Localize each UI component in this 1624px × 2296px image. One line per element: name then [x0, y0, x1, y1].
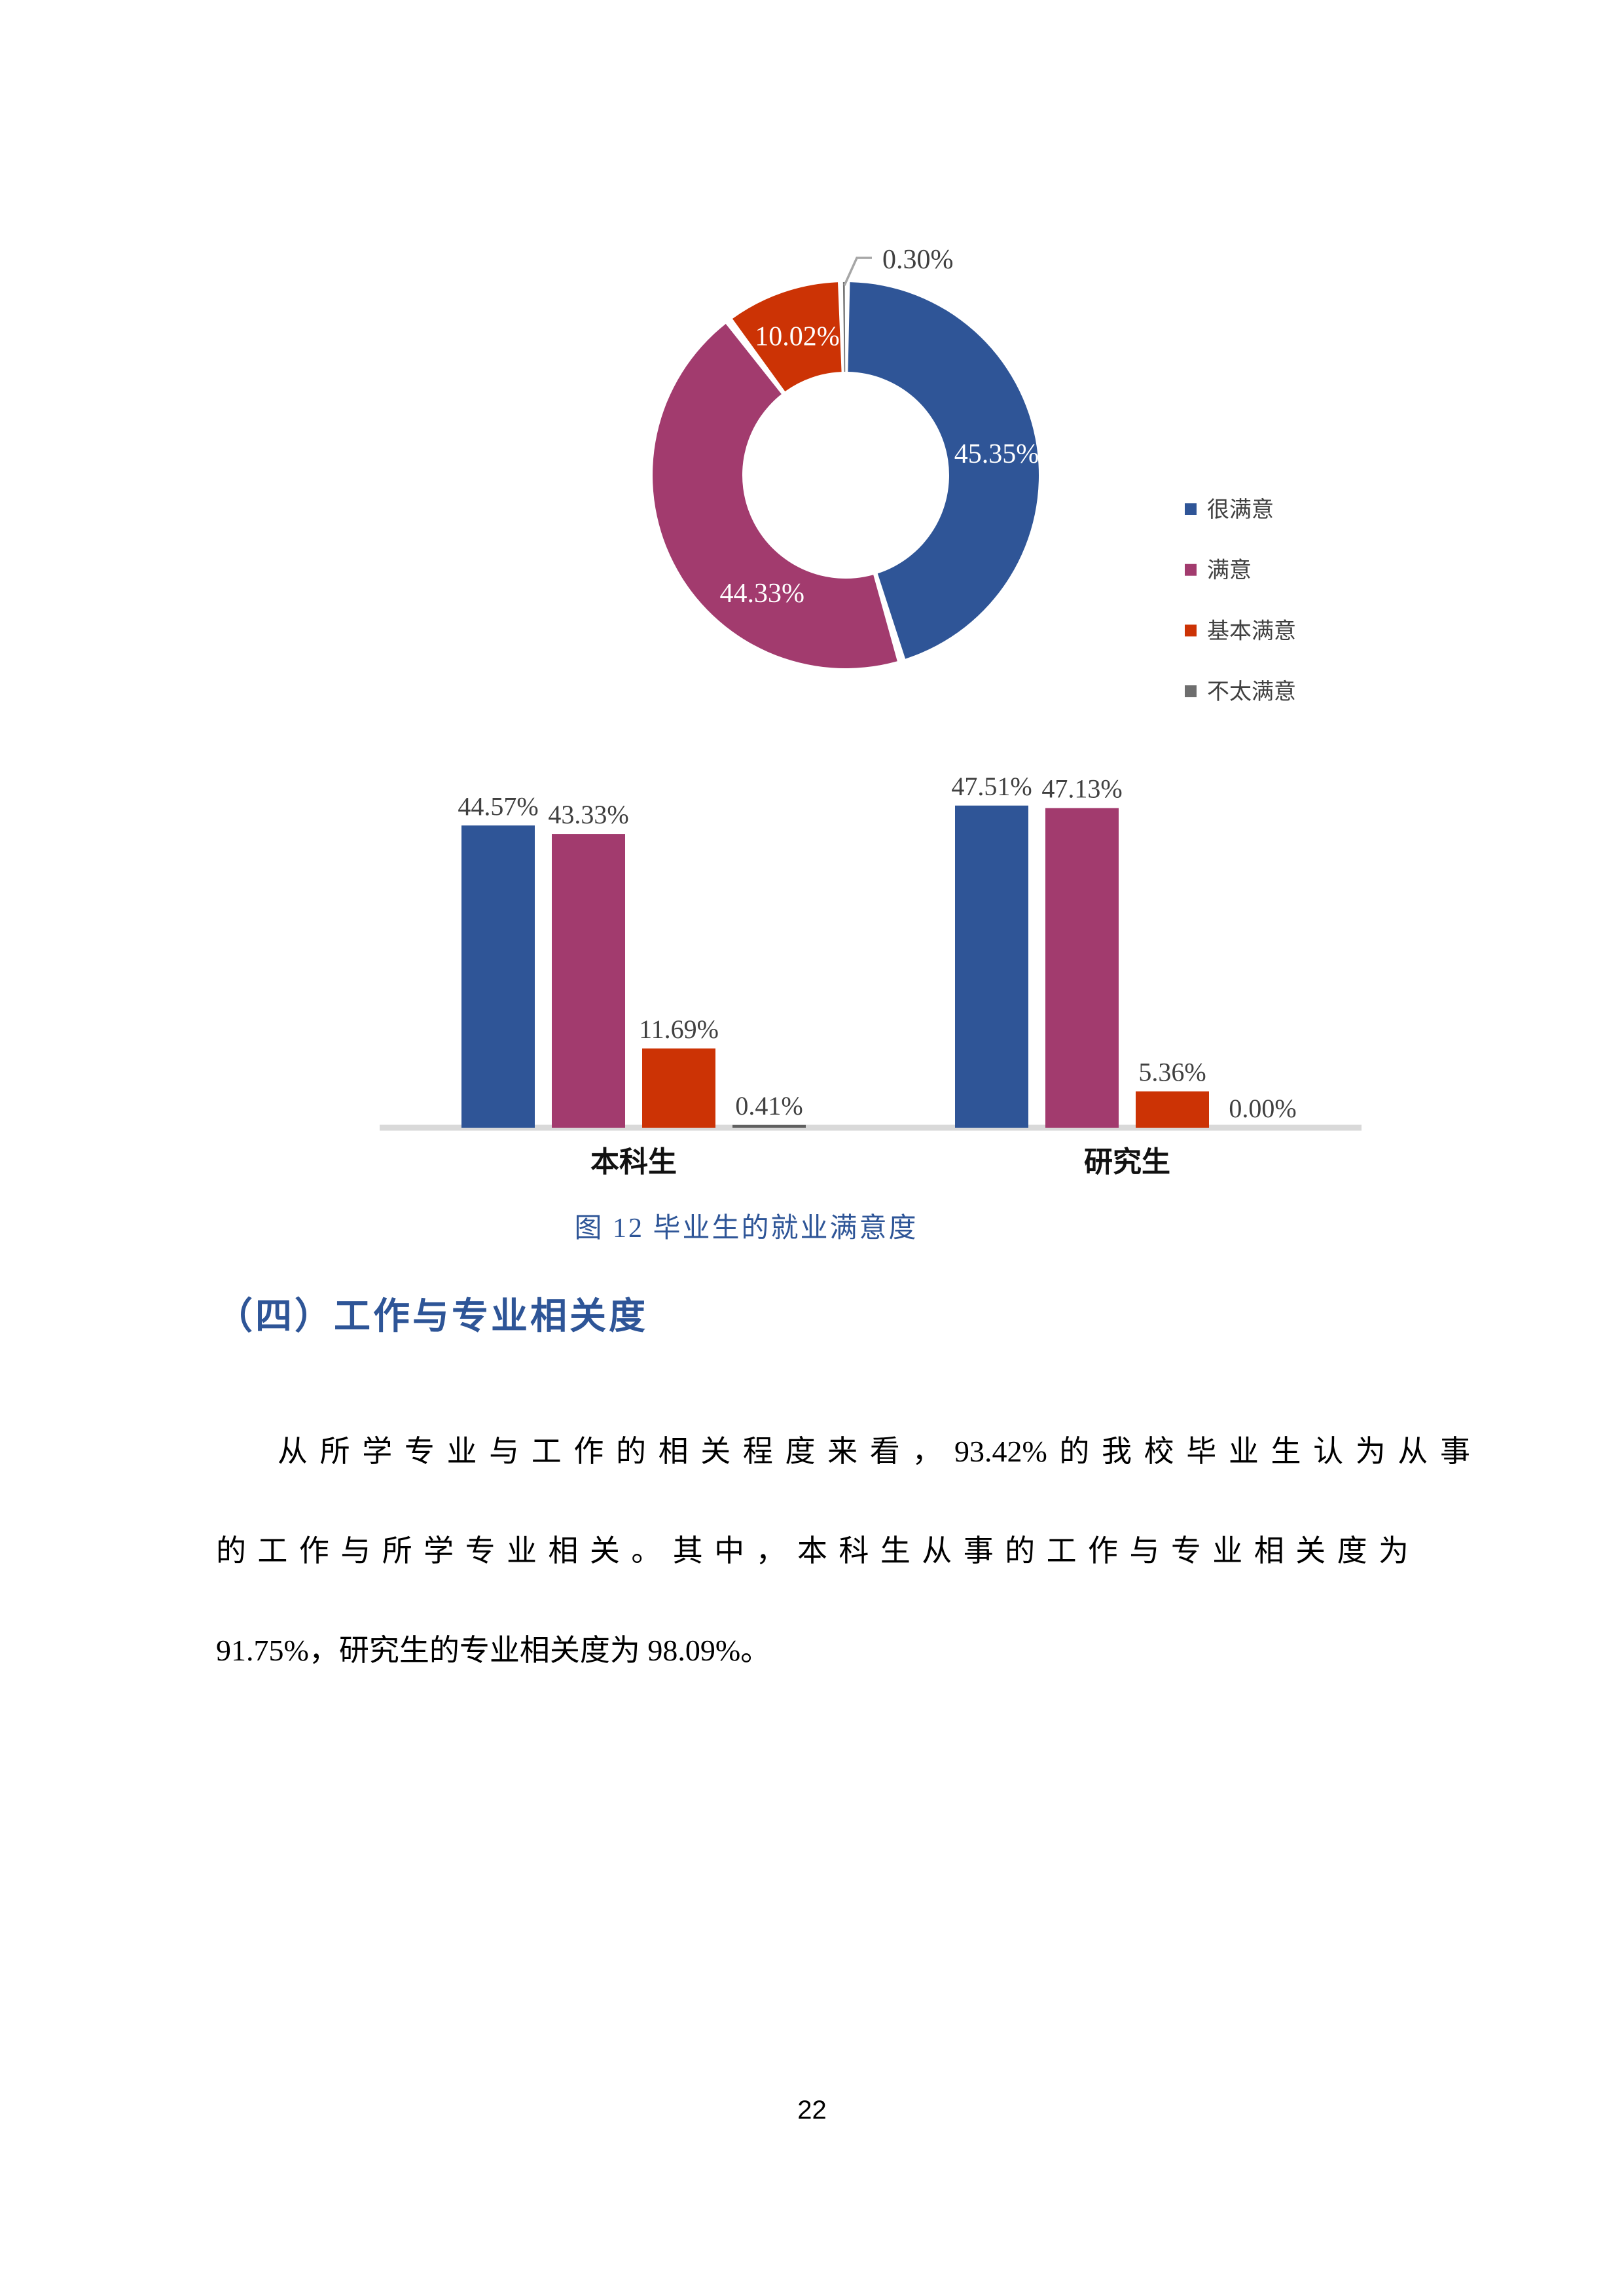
legend-label-satisfied: 满意 — [1207, 558, 1252, 583]
body-paragraph: 从所学专业与工作的相关程度来看，93.42%的我校毕业生认为从事 的工作与所学专… — [216, 1402, 1470, 1700]
bar-series2-group2 — [1045, 808, 1119, 1128]
legend-label-very-satisfied: 很满意 — [1207, 497, 1274, 522]
bar-data-label: 5.36% — [1138, 1057, 1206, 1086]
leader-line — [843, 257, 872, 286]
paragraph-line-1: 从所学专业与工作的相关程度来看，93.42%的我校毕业生认为从事 — [278, 1435, 1470, 1468]
bar-series2-group1 — [552, 834, 625, 1128]
bar-series3-group2 — [1136, 1091, 1209, 1128]
donut-data-label: 45.35% — [954, 439, 1039, 469]
bar-chart-employment-satisfaction: 44.57% 47.51% 43.33% 47.13% 11.69% 5.36% 0.41%… — [380, 772, 1362, 1178]
page-number: 22 — [797, 2096, 827, 2125]
legend-label-not-satisfied: 不太满意 — [1207, 679, 1296, 704]
slice-satisfied — [653, 323, 897, 668]
bar-data-label: 47.13% — [1041, 774, 1122, 804]
figure-caption: 图 12 毕业生的就业满意度 — [574, 1213, 918, 1244]
bar-data-label: 44.57% — [458, 791, 538, 821]
legend-swatch-not-satisfied-icon — [1185, 685, 1197, 698]
bar-series4-group1 — [732, 1124, 806, 1128]
category-label-postgraduate: 研究生 — [1084, 1146, 1170, 1178]
bar-data-label: 47.51% — [951, 772, 1032, 801]
paragraph-line-2: 的工作与所学专业相关。其中，本科生从事的工作与专业相关度为 — [216, 1534, 1409, 1568]
category-label-undergraduate: 本科生 — [590, 1146, 677, 1178]
bar-series1-group2 — [955, 805, 1028, 1128]
donut-data-label-outside: 0.30% — [882, 245, 954, 275]
donut-data-label: 10.02% — [755, 321, 840, 351]
bar-data-label: 0.00% — [1229, 1094, 1296, 1123]
legend-swatch-very-satisfied-icon — [1185, 503, 1197, 515]
bar-data-label: 0.41% — [735, 1091, 803, 1121]
bar-data-label: 43.33% — [548, 800, 628, 829]
section-heading: （四）工作与专业相关度 — [216, 1297, 648, 1337]
donut-data-label: 44.33% — [719, 579, 804, 609]
legend-swatch-basically-satisfied-icon — [1185, 624, 1197, 637]
slice-basically-satisfied — [732, 282, 842, 392]
slice-very-satisfied — [848, 282, 1039, 659]
bar-series3-group1 — [642, 1048, 715, 1128]
legend-label-basically-satisfied: 基本满意 — [1207, 619, 1296, 643]
bar-data-label: 11.69% — [639, 1014, 719, 1044]
paragraph-line-3: 91.75%，研究生的专业相关度为 98.09%。 — [216, 1634, 771, 1667]
slice-not-satisfied — [842, 282, 846, 372]
bar-series1-group1 — [461, 825, 535, 1128]
legend-swatch-satisfied-icon — [1185, 564, 1197, 576]
